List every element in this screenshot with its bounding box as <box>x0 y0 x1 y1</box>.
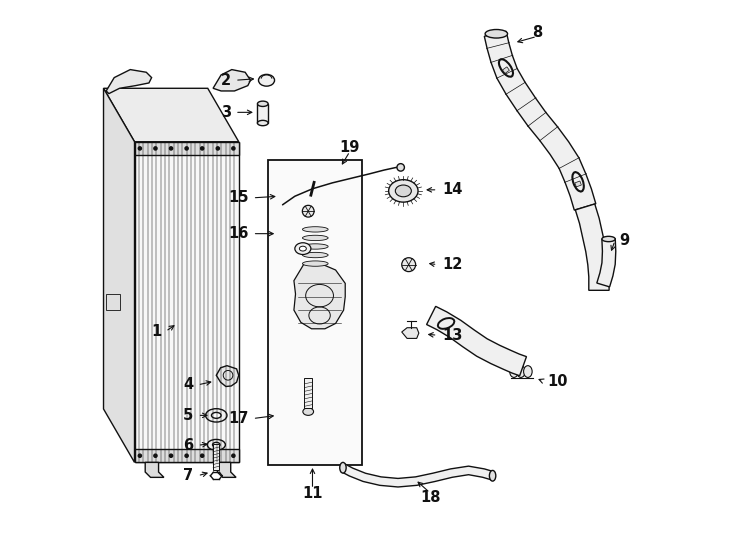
Text: 18: 18 <box>420 490 440 505</box>
Ellipse shape <box>206 409 227 422</box>
Ellipse shape <box>388 180 418 202</box>
Bar <box>305 379 312 408</box>
Polygon shape <box>213 70 250 91</box>
Polygon shape <box>145 462 164 477</box>
Polygon shape <box>106 70 152 93</box>
Text: 2: 2 <box>221 73 230 88</box>
Ellipse shape <box>258 101 268 106</box>
Bar <box>575 181 581 187</box>
Circle shape <box>138 147 142 150</box>
Ellipse shape <box>302 244 328 249</box>
Ellipse shape <box>211 413 221 418</box>
Polygon shape <box>134 141 239 462</box>
Text: 17: 17 <box>228 411 248 426</box>
Text: 16: 16 <box>228 226 248 241</box>
Circle shape <box>200 454 204 457</box>
Ellipse shape <box>302 261 328 266</box>
Polygon shape <box>401 328 419 339</box>
Text: 15: 15 <box>228 190 248 205</box>
Polygon shape <box>575 204 609 291</box>
Bar <box>258 104 268 123</box>
Circle shape <box>170 147 172 150</box>
Text: 8: 8 <box>532 25 542 39</box>
Bar <box>106 294 120 310</box>
Text: 3: 3 <box>221 105 230 120</box>
Circle shape <box>200 147 204 150</box>
Text: 6: 6 <box>184 438 193 453</box>
Polygon shape <box>217 462 236 477</box>
Ellipse shape <box>303 408 313 415</box>
Text: 13: 13 <box>442 328 462 343</box>
Text: 10: 10 <box>548 374 568 389</box>
Polygon shape <box>426 306 526 376</box>
Bar <box>213 444 219 470</box>
Circle shape <box>185 454 188 457</box>
Bar <box>134 141 239 155</box>
Bar <box>503 67 509 73</box>
Circle shape <box>232 147 235 150</box>
Ellipse shape <box>295 243 311 254</box>
Bar <box>268 160 362 465</box>
Polygon shape <box>597 239 616 287</box>
Ellipse shape <box>302 252 328 258</box>
Text: 12: 12 <box>442 257 462 272</box>
Polygon shape <box>103 88 239 141</box>
Ellipse shape <box>509 366 518 377</box>
Text: 9: 9 <box>619 233 629 248</box>
Ellipse shape <box>523 366 532 377</box>
Ellipse shape <box>258 120 268 126</box>
Ellipse shape <box>213 442 220 447</box>
Circle shape <box>154 147 157 150</box>
Ellipse shape <box>340 462 346 473</box>
Ellipse shape <box>302 227 328 232</box>
Text: 4: 4 <box>184 377 193 393</box>
Circle shape <box>232 454 235 457</box>
Ellipse shape <box>517 366 526 377</box>
Ellipse shape <box>485 30 507 38</box>
Bar <box>134 449 239 462</box>
Polygon shape <box>103 88 134 462</box>
Ellipse shape <box>602 237 615 242</box>
Ellipse shape <box>258 75 275 86</box>
Text: 7: 7 <box>184 468 193 483</box>
Ellipse shape <box>401 258 415 272</box>
Text: 14: 14 <box>442 183 462 197</box>
Circle shape <box>185 147 188 150</box>
Text: 1: 1 <box>151 324 161 339</box>
Ellipse shape <box>207 440 225 450</box>
Ellipse shape <box>299 246 306 251</box>
Circle shape <box>154 454 157 457</box>
Circle shape <box>217 454 219 457</box>
Ellipse shape <box>396 185 411 197</box>
Ellipse shape <box>302 235 328 241</box>
Polygon shape <box>484 31 596 210</box>
Circle shape <box>170 454 172 457</box>
Polygon shape <box>217 366 239 387</box>
Polygon shape <box>294 262 345 329</box>
Ellipse shape <box>302 205 314 217</box>
Circle shape <box>138 454 142 457</box>
Text: 5: 5 <box>183 408 193 423</box>
Polygon shape <box>341 464 494 487</box>
Text: 11: 11 <box>302 486 323 501</box>
Text: 19: 19 <box>340 139 360 154</box>
Ellipse shape <box>490 470 495 481</box>
Circle shape <box>397 164 404 171</box>
Circle shape <box>217 147 219 150</box>
